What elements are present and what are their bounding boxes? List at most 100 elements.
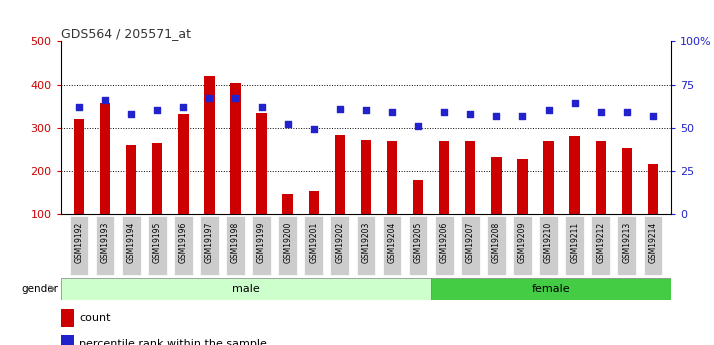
Bar bbox=[152, 143, 162, 214]
FancyBboxPatch shape bbox=[121, 216, 141, 275]
Point bbox=[230, 96, 241, 101]
Bar bbox=[543, 141, 554, 214]
FancyBboxPatch shape bbox=[539, 216, 558, 275]
FancyBboxPatch shape bbox=[591, 216, 610, 275]
Bar bbox=[61, 335, 74, 345]
Text: GSM19204: GSM19204 bbox=[388, 222, 396, 263]
Text: GSM19193: GSM19193 bbox=[101, 222, 109, 263]
Point bbox=[282, 121, 293, 127]
Point bbox=[178, 104, 189, 110]
Point bbox=[360, 108, 371, 113]
FancyBboxPatch shape bbox=[304, 216, 323, 275]
Text: GSM19208: GSM19208 bbox=[492, 222, 501, 263]
Point bbox=[438, 109, 450, 115]
FancyBboxPatch shape bbox=[69, 216, 89, 275]
Point bbox=[569, 101, 580, 106]
Point bbox=[413, 123, 424, 129]
Text: GSM19192: GSM19192 bbox=[74, 222, 84, 263]
FancyBboxPatch shape bbox=[356, 216, 376, 275]
Bar bbox=[517, 159, 528, 214]
Text: male: male bbox=[232, 284, 260, 294]
Text: GSM19213: GSM19213 bbox=[623, 222, 631, 263]
Text: GSM19202: GSM19202 bbox=[336, 222, 344, 263]
FancyBboxPatch shape bbox=[565, 216, 584, 275]
Point bbox=[151, 108, 163, 113]
Point bbox=[517, 113, 528, 118]
Bar bbox=[648, 164, 658, 214]
Text: GSM19214: GSM19214 bbox=[648, 222, 658, 263]
Point bbox=[74, 104, 85, 110]
Bar bbox=[491, 157, 501, 214]
FancyBboxPatch shape bbox=[383, 216, 401, 275]
FancyBboxPatch shape bbox=[200, 216, 218, 275]
Text: GSM19201: GSM19201 bbox=[309, 222, 318, 263]
Bar bbox=[465, 141, 476, 214]
Bar bbox=[61, 309, 74, 327]
Bar bbox=[387, 141, 397, 214]
Text: GSM19205: GSM19205 bbox=[413, 222, 423, 263]
Bar bbox=[413, 180, 423, 214]
Bar bbox=[283, 194, 293, 214]
FancyBboxPatch shape bbox=[252, 216, 271, 275]
Point bbox=[308, 127, 319, 132]
FancyBboxPatch shape bbox=[435, 216, 453, 275]
Point bbox=[334, 106, 346, 111]
Point bbox=[543, 108, 554, 113]
Bar bbox=[126, 145, 136, 214]
Text: GSM19200: GSM19200 bbox=[283, 222, 292, 263]
FancyBboxPatch shape bbox=[174, 216, 193, 275]
Text: GSM19211: GSM19211 bbox=[570, 222, 579, 263]
Text: GSM19210: GSM19210 bbox=[544, 222, 553, 263]
Text: GSM19195: GSM19195 bbox=[153, 222, 161, 263]
Point bbox=[491, 113, 502, 118]
Bar bbox=[439, 141, 449, 214]
Text: GSM19203: GSM19203 bbox=[361, 222, 371, 263]
Bar bbox=[74, 119, 84, 214]
Bar bbox=[256, 114, 267, 214]
Bar bbox=[204, 76, 215, 214]
Text: GSM19197: GSM19197 bbox=[205, 222, 214, 263]
Bar bbox=[335, 135, 345, 214]
Bar bbox=[61, 278, 431, 300]
Text: GSM19196: GSM19196 bbox=[178, 222, 188, 263]
Text: percentile rank within the sample: percentile rank within the sample bbox=[79, 339, 267, 345]
FancyBboxPatch shape bbox=[331, 216, 349, 275]
Point bbox=[99, 97, 111, 103]
Bar bbox=[178, 114, 188, 214]
Bar bbox=[308, 191, 319, 214]
Point bbox=[256, 104, 267, 110]
Text: GSM19209: GSM19209 bbox=[518, 222, 527, 263]
FancyBboxPatch shape bbox=[618, 216, 636, 275]
Text: count: count bbox=[79, 313, 111, 323]
FancyBboxPatch shape bbox=[513, 216, 532, 275]
FancyBboxPatch shape bbox=[96, 216, 114, 275]
FancyBboxPatch shape bbox=[408, 216, 428, 275]
Point bbox=[126, 111, 137, 117]
Text: GSM19194: GSM19194 bbox=[126, 222, 136, 263]
Text: gender: gender bbox=[21, 284, 59, 294]
Bar bbox=[361, 140, 371, 214]
Bar bbox=[595, 141, 606, 214]
FancyBboxPatch shape bbox=[148, 216, 166, 275]
Point bbox=[465, 111, 476, 117]
Text: GSM19199: GSM19199 bbox=[257, 222, 266, 263]
Bar bbox=[431, 278, 671, 300]
Text: GSM19212: GSM19212 bbox=[596, 222, 605, 263]
Point bbox=[647, 113, 658, 118]
FancyBboxPatch shape bbox=[643, 216, 663, 275]
Bar bbox=[569, 136, 580, 214]
FancyBboxPatch shape bbox=[487, 216, 506, 275]
Text: female: female bbox=[532, 284, 570, 294]
Point bbox=[595, 109, 606, 115]
FancyBboxPatch shape bbox=[461, 216, 480, 275]
Text: GSM19207: GSM19207 bbox=[466, 222, 475, 263]
Bar bbox=[622, 148, 632, 214]
FancyBboxPatch shape bbox=[278, 216, 297, 275]
Text: GDS564 / 205571_at: GDS564 / 205571_at bbox=[61, 27, 191, 40]
Point bbox=[386, 109, 398, 115]
Bar bbox=[100, 103, 110, 214]
Point bbox=[203, 96, 215, 101]
Bar bbox=[230, 83, 241, 214]
Text: GSM19198: GSM19198 bbox=[231, 222, 240, 263]
Point bbox=[621, 109, 633, 115]
